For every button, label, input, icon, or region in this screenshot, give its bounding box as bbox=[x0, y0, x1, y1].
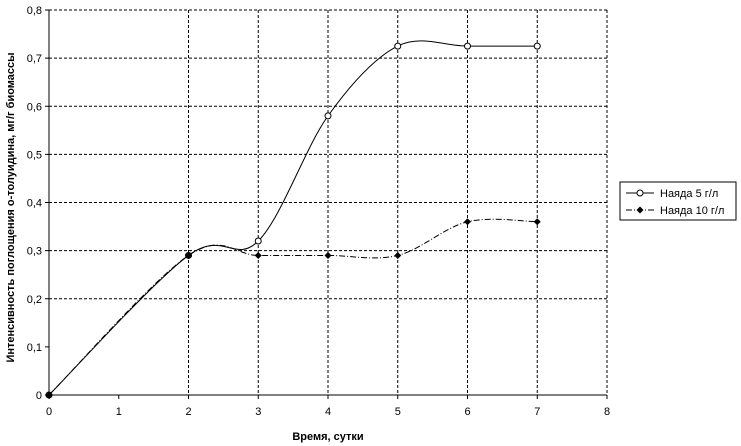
grid-lines bbox=[49, 9, 608, 395]
legend-entry-label: Наяда 10 г/л bbox=[660, 205, 724, 217]
x-tick-label: 3 bbox=[255, 406, 261, 418]
y-tick-label: 0,1 bbox=[27, 342, 42, 354]
y-tick-label: 0,6 bbox=[27, 101, 42, 113]
data-point-open-circle bbox=[254, 237, 262, 245]
x-tick-label: 1 bbox=[116, 406, 122, 418]
data-point-filled-diamond bbox=[636, 206, 644, 214]
y-tick-label: 0 bbox=[36, 390, 42, 402]
data-point-filled-diamond bbox=[533, 218, 541, 226]
x-tick-label: 7 bbox=[534, 406, 540, 418]
x-tick-label: 8 bbox=[604, 406, 610, 418]
data-point-filled-diamond bbox=[464, 218, 471, 226]
series-1 bbox=[45, 40, 541, 399]
data-point-filled-diamond bbox=[185, 251, 192, 259]
series-line bbox=[48, 40, 538, 396]
data-point-filled-diamond bbox=[324, 251, 332, 259]
x-tick-label: 5 bbox=[395, 406, 401, 418]
x-tick-label: 0 bbox=[46, 406, 52, 418]
y-tick-label: 0,7 bbox=[27, 53, 42, 65]
x-axis-label: Время, сутки bbox=[292, 431, 363, 443]
legend-entry-label: Наяда 5 г/л bbox=[660, 188, 718, 200]
data-point-filled-diamond bbox=[45, 391, 53, 399]
data-point-open-circle bbox=[394, 42, 402, 50]
tick-labels: 0 1 2 3 4 5 6 7 8 0 0,1 0,2 0,3 0,4 0,5 0,6 0,7 0,8 bbox=[27, 5, 610, 418]
data-series bbox=[45, 40, 541, 399]
x-tick-label: 2 bbox=[185, 406, 191, 418]
y-tick-label: 0,4 bbox=[27, 198, 42, 210]
axes bbox=[45, 9, 608, 399]
y-axis-label: Интенсивность поглощения о-толуидина, мг… bbox=[5, 52, 17, 362]
legend: Наяда 5 г/л Наяда 10 г/л bbox=[619, 181, 737, 221]
x-tick-label: 6 bbox=[464, 406, 470, 418]
data-point-open-circle bbox=[636, 189, 644, 197]
y-tick-label: 0,5 bbox=[27, 149, 42, 161]
data-point-filled-diamond bbox=[394, 251, 402, 259]
data-point-filled-diamond bbox=[254, 251, 262, 259]
series-line bbox=[48, 218, 538, 396]
data-point-open-circle bbox=[533, 42, 541, 50]
y-tick-label: 0,3 bbox=[27, 246, 42, 258]
legend-box bbox=[619, 181, 737, 221]
data-point-open-circle bbox=[324, 112, 332, 120]
data-point-open-circle bbox=[464, 42, 471, 50]
y-tick-label: 0,8 bbox=[27, 5, 42, 17]
x-tick-label: 4 bbox=[325, 406, 331, 418]
y-tick-label: 0,2 bbox=[27, 294, 42, 306]
series-2 bbox=[45, 218, 541, 399]
